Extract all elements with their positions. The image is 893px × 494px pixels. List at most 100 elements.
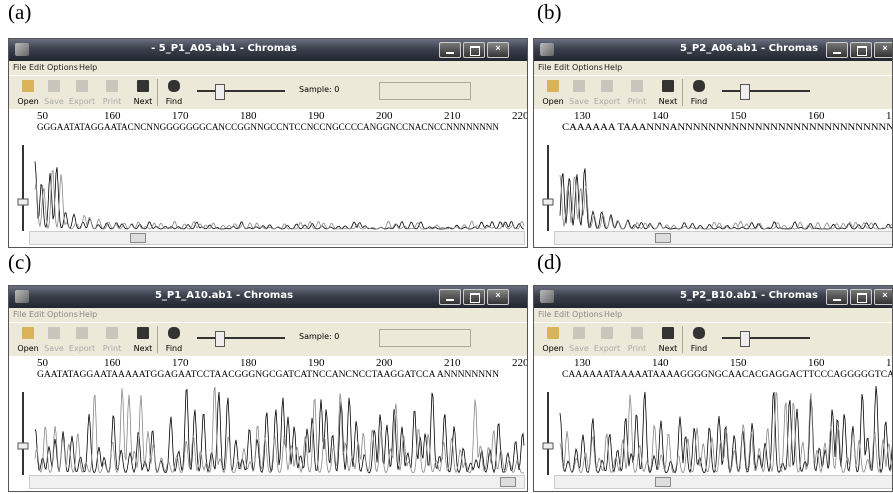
menu-item[interactable]: Edit — [554, 310, 570, 319]
toolbar-icon — [76, 80, 88, 92]
button-glyph — [833, 299, 841, 301]
menu-item[interactable]: Options — [572, 63, 603, 72]
toolbar-button[interactable]: Export — [65, 344, 99, 353]
toolbar-button[interactable]: Print — [95, 344, 129, 353]
zoom-slider-thumb[interactable] — [215, 331, 225, 347]
toolbar-button[interactable]: Find — [682, 97, 716, 106]
sample-field: Sample: 0 — [299, 329, 379, 345]
menu-item[interactable]: File — [13, 310, 26, 319]
menu-item[interactable]: Edit — [554, 63, 570, 72]
base-sequence: CAAAAAA TAAANNNANNNNNNNNNNNNNNNNNNNNNNNN… — [562, 122, 893, 132]
button-glyph — [470, 46, 480, 56]
window-max-button[interactable] — [850, 289, 872, 305]
horizontal-scrollbar[interactable] — [29, 475, 525, 489]
window-close-button[interactable]: × — [487, 42, 509, 58]
toolbar-icon — [693, 80, 705, 92]
title-bar: 5_P2_A06.ab1 - Chromas× — [534, 39, 893, 61]
toolbar-button[interactable]: Export — [65, 97, 99, 106]
trace-view: GGGAATATAGGAATACNCNNGGGGGGGCANCCGGNNGCCN… — [9, 109, 528, 247]
button-glyph: × — [881, 43, 889, 53]
zoom-slider-thumb[interactable] — [215, 84, 225, 100]
toolbar-button[interactable]: Next — [126, 344, 160, 353]
button-glyph — [833, 52, 841, 54]
menu-bar: FileEditOptionsHelp — [9, 308, 528, 322]
horizontal-scrollbar[interactable] — [554, 231, 893, 245]
zoom-slider[interactable] — [197, 90, 285, 92]
button-glyph: × — [494, 290, 502, 300]
menu-item[interactable]: Edit — [29, 63, 45, 72]
horizontal-scrollbar[interactable] — [554, 475, 893, 489]
window-max-button[interactable] — [850, 42, 872, 58]
toolbar-button[interactable]: Find — [682, 344, 716, 353]
window-inner: 5_P1_A10.ab1 - Chromas×FileEditOptionsHe… — [9, 286, 528, 491]
window-min-button[interactable] — [826, 42, 848, 58]
toolbar-icon — [137, 327, 149, 339]
vertical-slider-thumb — [18, 199, 28, 205]
zoom-slider-thumb[interactable] — [740, 84, 750, 100]
base-sequence: GAATATAGGAATAAAAATGGAGAATCCTAACGGGNGCGAT… — [37, 369, 500, 379]
button-glyph — [857, 293, 867, 303]
status-box — [379, 329, 471, 347]
zoom-slider[interactable] — [722, 337, 810, 339]
scroll-thumb[interactable] — [655, 233, 671, 243]
zoom-slider[interactable] — [722, 90, 810, 92]
toolbar-button[interactable]: Next — [651, 97, 685, 106]
window-close-button[interactable]: × — [487, 289, 509, 305]
toolbar-button[interactable]: Export — [590, 344, 624, 353]
menu-item[interactable]: Options — [572, 310, 603, 319]
toolbar: OpenSaveExportPrintNextFindSample: 0 — [9, 322, 528, 357]
toolbar-button[interactable]: Next — [126, 97, 160, 106]
zoom-slider[interactable] — [197, 337, 285, 339]
base-sequence: GGGAATATAGGAATACNCNNGGGGGGGCANCCGGNNGCCN… — [37, 122, 500, 132]
window-close-button[interactable]: × — [874, 289, 893, 305]
toolbar-icon — [573, 80, 585, 92]
horizontal-scrollbar[interactable] — [29, 231, 525, 245]
trace — [560, 175, 893, 229]
window-min-button[interactable] — [439, 289, 461, 305]
toolbar-icon — [601, 327, 613, 339]
toolbar-button[interactable]: Export — [590, 97, 624, 106]
toolbar-button[interactable]: Find — [157, 344, 191, 353]
window-max-button[interactable] — [463, 289, 485, 305]
window-min-button[interactable] — [439, 42, 461, 58]
menu-item[interactable]: Edit — [29, 310, 45, 319]
menu-item[interactable]: Help — [604, 63, 622, 72]
menu-item[interactable]: File — [538, 310, 551, 319]
menu-item[interactable]: Help — [604, 310, 622, 319]
window-max-button[interactable] — [463, 42, 485, 58]
window-inner: - 5_P1_A05.ab1 - Chromas × FileEditOptions… — [9, 39, 528, 247]
zoom-slider-thumb[interactable] — [740, 331, 750, 347]
button-glyph — [446, 299, 454, 301]
vertical-slider-thumb — [18, 443, 28, 449]
menu-item[interactable]: File — [538, 63, 551, 72]
menu-item[interactable]: File — [13, 63, 26, 72]
scroll-thumb[interactable] — [500, 477, 516, 487]
toolbar-button[interactable]: Find — [157, 97, 191, 106]
toolbar-button[interactable]: Print — [620, 344, 654, 353]
toolbar-button[interactable]: Print — [95, 97, 129, 106]
scroll-thumb[interactable] — [130, 233, 146, 243]
trace — [560, 386, 893, 473]
window-close-button[interactable]: × — [874, 42, 893, 58]
toolbar-icon — [693, 327, 705, 339]
scroll-thumb[interactable] — [655, 477, 671, 487]
menu-item[interactable]: Options — [47, 310, 78, 319]
menu-item[interactable]: Options — [47, 63, 78, 72]
menu-bar: FileEditOptionsHelp — [534, 61, 893, 75]
toolbar-button[interactable]: Next — [651, 344, 685, 353]
button-glyph — [446, 52, 454, 54]
toolbar-icon — [631, 327, 643, 339]
vertical-slider-thumb — [543, 199, 553, 205]
menu-item[interactable]: Help — [79, 63, 97, 72]
window-title: - 5_P1_A05.ab1 - Chromas — [9, 43, 439, 54]
toolbar-icon — [48, 80, 60, 92]
menu-item[interactable]: Help — [79, 310, 97, 319]
title-bar: 5_P2_B10.ab1 - Chromas× — [534, 286, 893, 308]
toolbar-icon — [662, 80, 674, 92]
window-min-button[interactable] — [826, 289, 848, 305]
toolbar-button[interactable]: Print — [620, 97, 654, 106]
